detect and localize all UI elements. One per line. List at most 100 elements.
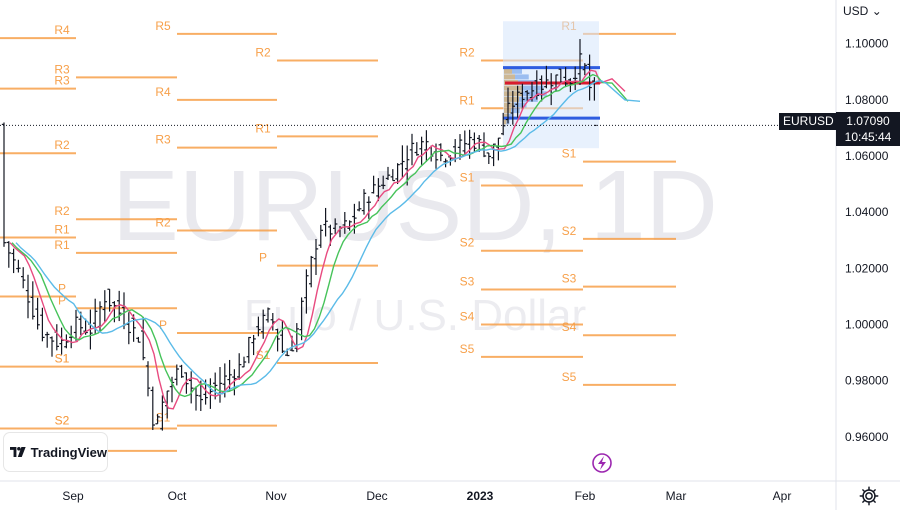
pivot-level-label: S5 xyxy=(562,370,577,384)
volume-profile-bar-up xyxy=(504,85,522,91)
gear-icon[interactable] xyxy=(858,485,880,507)
pivot-level-label: S2 xyxy=(55,413,70,427)
pivot-level-label: S4 xyxy=(562,320,577,334)
price-bar xyxy=(11,248,16,274)
volume-profile-bar xyxy=(504,85,544,91)
time-tick-label: Feb xyxy=(575,489,596,503)
time-tick-label: Sep xyxy=(62,489,84,503)
pivot-level-label: S1 xyxy=(55,352,70,366)
price-bar xyxy=(318,224,323,248)
time-tick-label: Nov xyxy=(265,489,286,503)
volume-profile-bar xyxy=(504,96,538,102)
time-tick-label: Apr xyxy=(773,489,792,503)
price-bar xyxy=(323,207,328,237)
price-bar xyxy=(376,178,381,202)
tradingview-logo[interactable]: TradingView xyxy=(4,433,107,471)
price-bar xyxy=(424,130,429,162)
price-bar xyxy=(563,67,568,87)
price-tick-label: 1.10000 xyxy=(845,37,889,51)
currency-selector[interactable]: USD ⌄ xyxy=(843,4,882,18)
price-bar xyxy=(419,136,424,165)
ma-medium-line xyxy=(11,73,629,398)
pivot-level-label: S3 xyxy=(460,274,475,288)
pivot-level-label: R1 xyxy=(459,93,475,107)
pivot-level-label: R2 xyxy=(255,46,271,60)
pivot-level-label: R5 xyxy=(155,19,171,33)
description-watermark: Euro / U.S. Dollar xyxy=(244,291,586,340)
volume-profile-bar-up xyxy=(504,91,523,97)
ma-slow-line xyxy=(15,80,641,395)
price-bar xyxy=(347,220,352,231)
price-bar xyxy=(40,307,45,342)
price-bar xyxy=(25,274,31,319)
ma-fast-line xyxy=(9,69,626,410)
price-bar xyxy=(217,367,223,403)
price-bar xyxy=(333,218,338,234)
price-bar xyxy=(342,211,347,234)
price-bar xyxy=(390,169,395,182)
price-bar xyxy=(577,39,583,86)
price-bar xyxy=(472,132,477,153)
price-bar xyxy=(481,132,487,158)
pivot-level-label: S4 xyxy=(460,310,475,324)
price-bar xyxy=(136,336,141,343)
pivot-level-label: R3 xyxy=(155,133,171,147)
price-bar xyxy=(462,130,467,156)
volume-profile-bar-up xyxy=(504,113,508,119)
pivot-level-label: R2 xyxy=(54,204,70,218)
price-bar xyxy=(405,145,410,186)
price-bar xyxy=(544,65,549,89)
pivot-level-label: S1 xyxy=(460,171,475,185)
price-bar xyxy=(49,336,55,357)
volume-profile-bar xyxy=(504,91,547,97)
pivot-points-layer: R4R3R2R1PS1S2R3R2R1PS1S2S1R5R4R3R2PS1R2R… xyxy=(0,19,676,452)
tradingview-logo-icon xyxy=(10,447,26,457)
price-tick-label: 1.00000 xyxy=(845,318,889,332)
price-bar xyxy=(409,133,415,166)
price-bar xyxy=(357,201,362,212)
price-bar xyxy=(520,83,525,110)
price-bar xyxy=(73,309,79,341)
price-bar xyxy=(97,301,103,333)
symbol-price-tag: EURUSD xyxy=(779,113,838,130)
price-bar xyxy=(246,336,251,364)
last-price-tag: 1.07090 10:45:44 xyxy=(836,112,900,146)
price-bar xyxy=(309,255,314,288)
price-bar xyxy=(16,259,21,273)
volume-profile-bar-up xyxy=(504,68,512,74)
price-bar xyxy=(150,386,155,431)
price-bar xyxy=(366,196,371,219)
price-bar xyxy=(304,269,309,314)
volume-profile-bar xyxy=(504,119,510,125)
pivot-level-label: R3 xyxy=(54,62,70,76)
price-bar xyxy=(30,281,35,320)
price-bar xyxy=(189,371,194,404)
price-bar xyxy=(515,85,520,118)
price-bar xyxy=(256,316,261,337)
price-bar xyxy=(241,356,247,368)
pivot-level-label: S1 xyxy=(562,147,577,161)
pivot-level-label: S2 xyxy=(562,224,577,238)
symbol-watermark: EURUSD, 1D xyxy=(112,150,718,262)
price-bar xyxy=(237,353,242,380)
bar-countdown: 10:45:44 xyxy=(844,130,892,144)
price-bar xyxy=(35,297,40,330)
pivot-level-label: R4 xyxy=(54,23,70,37)
lightning-icon-ring xyxy=(592,453,612,473)
price-bar xyxy=(160,395,165,431)
price-bar xyxy=(193,386,199,411)
price-bar xyxy=(587,54,592,101)
pivot-level-label: S3 xyxy=(562,272,577,286)
currency-label: USD xyxy=(843,4,869,18)
price-tick-label: 1.02000 xyxy=(845,261,889,275)
price-bar xyxy=(265,307,271,323)
pivot-level-label: S2 xyxy=(460,236,475,250)
price-bar xyxy=(141,316,146,361)
price-bar xyxy=(438,143,443,162)
price-bar xyxy=(21,267,26,289)
volume-profile-bar-up xyxy=(504,119,507,125)
pivot-level-label: R3 xyxy=(54,74,70,88)
price-bar xyxy=(179,364,184,378)
